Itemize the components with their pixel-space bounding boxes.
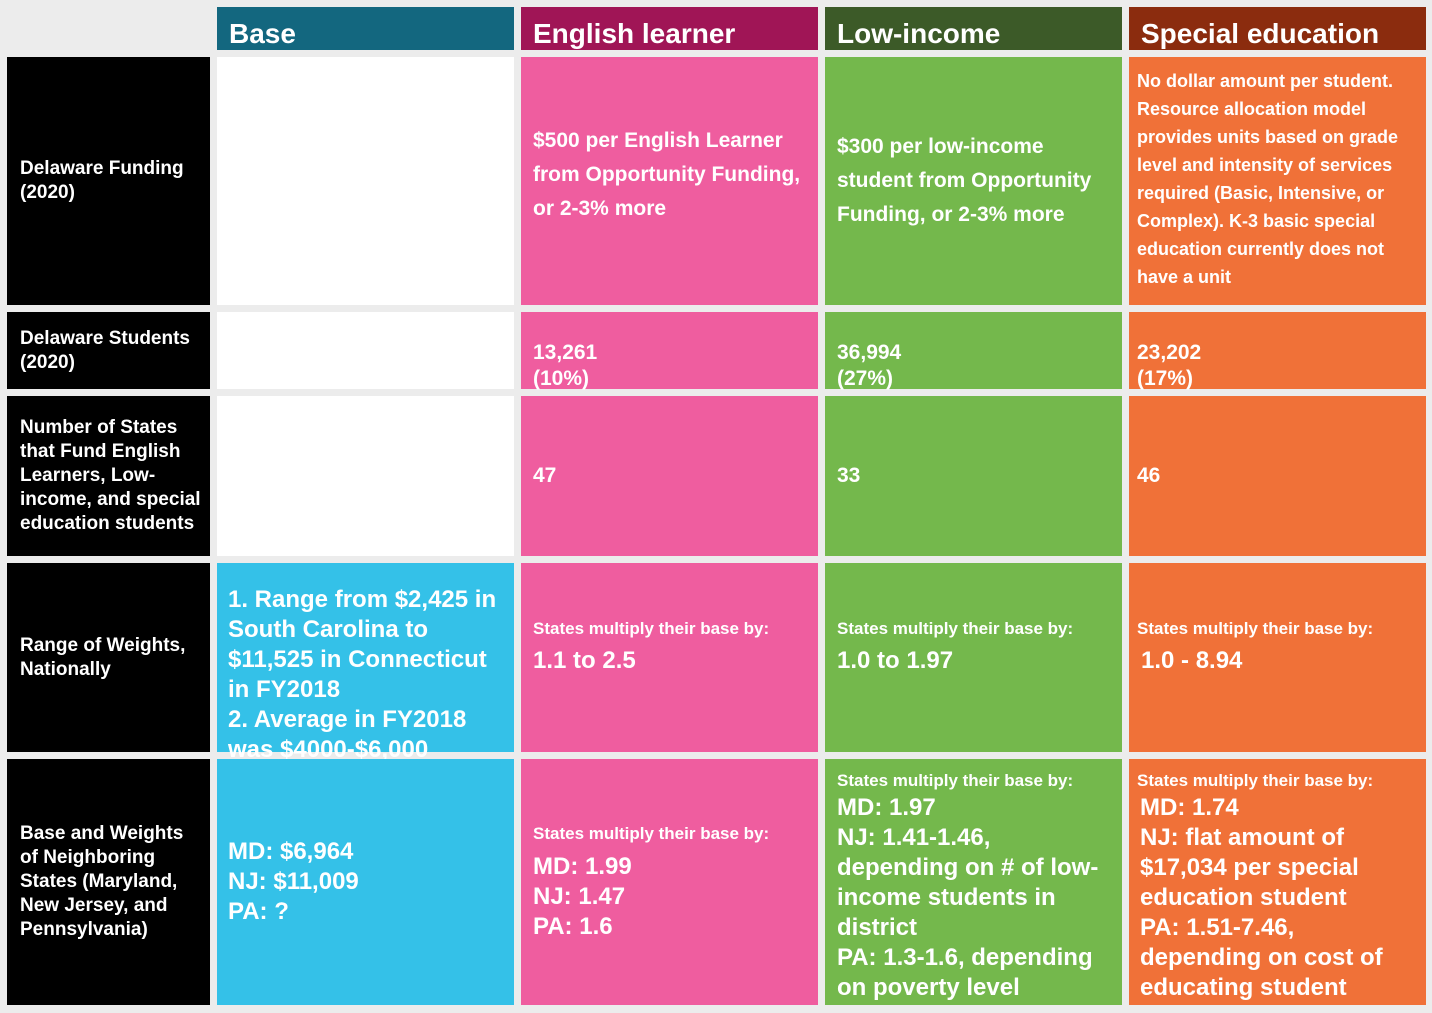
students-base-cell xyxy=(217,312,514,389)
row-label-text: Delaware Funding (2020) xyxy=(20,158,184,203)
row-label-text: Base and Weights of Neighboring States (… xyxy=(20,823,184,940)
row-label-number-of-states: Number of States that Fund English Learn… xyxy=(7,396,210,556)
neighbors-low-income-note: States multiply their base by: xyxy=(837,771,1074,790)
range-low-income-text: 1.0 to 1.97 xyxy=(837,646,954,674)
range-base-cell: 1. Range from $2,425 in South Carolina t… xyxy=(217,563,514,763)
funding-low-income-text: $300 per low-income student from Opportu… xyxy=(837,135,1092,226)
header-special-education: Special education xyxy=(1129,7,1426,50)
range-base-text: 1. Range from $2,425 in South Carolina t… xyxy=(228,586,497,763)
range-english-learner-text: 1.1 to 2.5 xyxy=(533,646,636,674)
row-label-neighboring-states: Base and Weights of Neighboring States (… xyxy=(7,759,210,1005)
students-english-learner-cell: 13,261 (10%) xyxy=(521,312,818,390)
row-label-range-of-weights: Range of Weights, Nationally xyxy=(7,563,210,752)
neighbors-english-learner-text: MD: 1.99 NJ: 1.47 PA: 1.6 xyxy=(533,853,632,940)
neighbors-low-income-text: MD: 1.97 NJ: 1.41-1.46, depending on # o… xyxy=(837,794,1099,1001)
row-label-text: Number of States that Fund English Learn… xyxy=(20,417,201,534)
neighbors-english-learner-cell: States multiply their base by: MD: 1.99 … xyxy=(521,759,818,1005)
row-label-delaware-students: Delaware Students (2020) xyxy=(7,312,210,389)
range-special-education-note: States multiply their base by: xyxy=(1137,618,1374,638)
funding-english-learner-text: $500 per English Learner from Opportunit… xyxy=(533,129,801,220)
neighbors-base-cell: MD: $6,964 NJ: $11,009 PA: ? xyxy=(217,759,514,1005)
neighbors-english-learner-note: States multiply their base by: xyxy=(533,824,770,843)
states-low-income-cell: 33 xyxy=(825,396,1122,556)
row-label-text: Delaware Students (2020) xyxy=(20,327,190,373)
row-label-text: Range of Weights, Nationally xyxy=(20,634,186,680)
range-low-income-cell: States multiply their base by: 1.0 to 1.… xyxy=(825,563,1122,752)
neighbors-base-text: MD: $6,964 NJ: $11,009 PA: ? xyxy=(228,838,359,925)
states-low-income-text: 33 xyxy=(837,464,861,487)
states-special-education-cell: 46 xyxy=(1129,396,1426,556)
range-special-education-text: 1.0 - 8.94 xyxy=(1141,646,1243,674)
neighbors-special-education-text: MD: 1.74 NJ: flat amount of $17,034 per … xyxy=(1140,794,1383,1001)
header-base: Base xyxy=(217,7,514,50)
neighbors-special-education-cell: States multiply their base by: MD: 1.74 … xyxy=(1129,759,1426,1005)
header-english-learner: English learner xyxy=(521,7,818,50)
states-english-learner-cell: 47 xyxy=(521,396,818,556)
range-english-learner-note: States multiply their base by: xyxy=(533,618,770,638)
funding-english-learner-cell: $500 per English Learner from Opportunit… xyxy=(521,57,818,305)
students-special-education-text: 23,202 (17%) xyxy=(1137,341,1202,390)
range-low-income-note: States multiply their base by: xyxy=(837,618,1074,638)
header-low-income: Low-income xyxy=(825,7,1122,50)
row-label-delaware-funding: Delaware Funding (2020) xyxy=(7,57,210,305)
funding-special-education-cell: No dollar amount per student. Resource a… xyxy=(1129,57,1426,305)
range-english-learner-cell: States multiply their base by: 1.1 to 2.… xyxy=(521,563,818,752)
students-low-income-text: 36,994 (27%) xyxy=(837,341,902,390)
students-special-education-cell: 23,202 (17%) xyxy=(1129,312,1426,390)
students-low-income-cell: 36,994 (27%) xyxy=(825,312,1122,390)
states-base-cell xyxy=(217,396,514,556)
states-english-learner-text: 47 xyxy=(533,464,557,487)
neighbors-special-education-note: States multiply their base by: xyxy=(1137,771,1374,790)
students-english-learner-text: 13,261 (10%) xyxy=(533,341,598,390)
funding-base-cell xyxy=(217,57,514,305)
states-special-education-text: 46 xyxy=(1137,464,1161,487)
range-special-education-cell: States multiply their base by: 1.0 - 8.9… xyxy=(1129,563,1426,752)
funding-low-income-cell: $300 per low-income student from Opportu… xyxy=(825,57,1122,305)
funding-special-education-text: No dollar amount per student. Resource a… xyxy=(1137,71,1399,287)
neighbors-low-income-cell: States multiply their base by: MD: 1.97 … xyxy=(825,759,1122,1005)
